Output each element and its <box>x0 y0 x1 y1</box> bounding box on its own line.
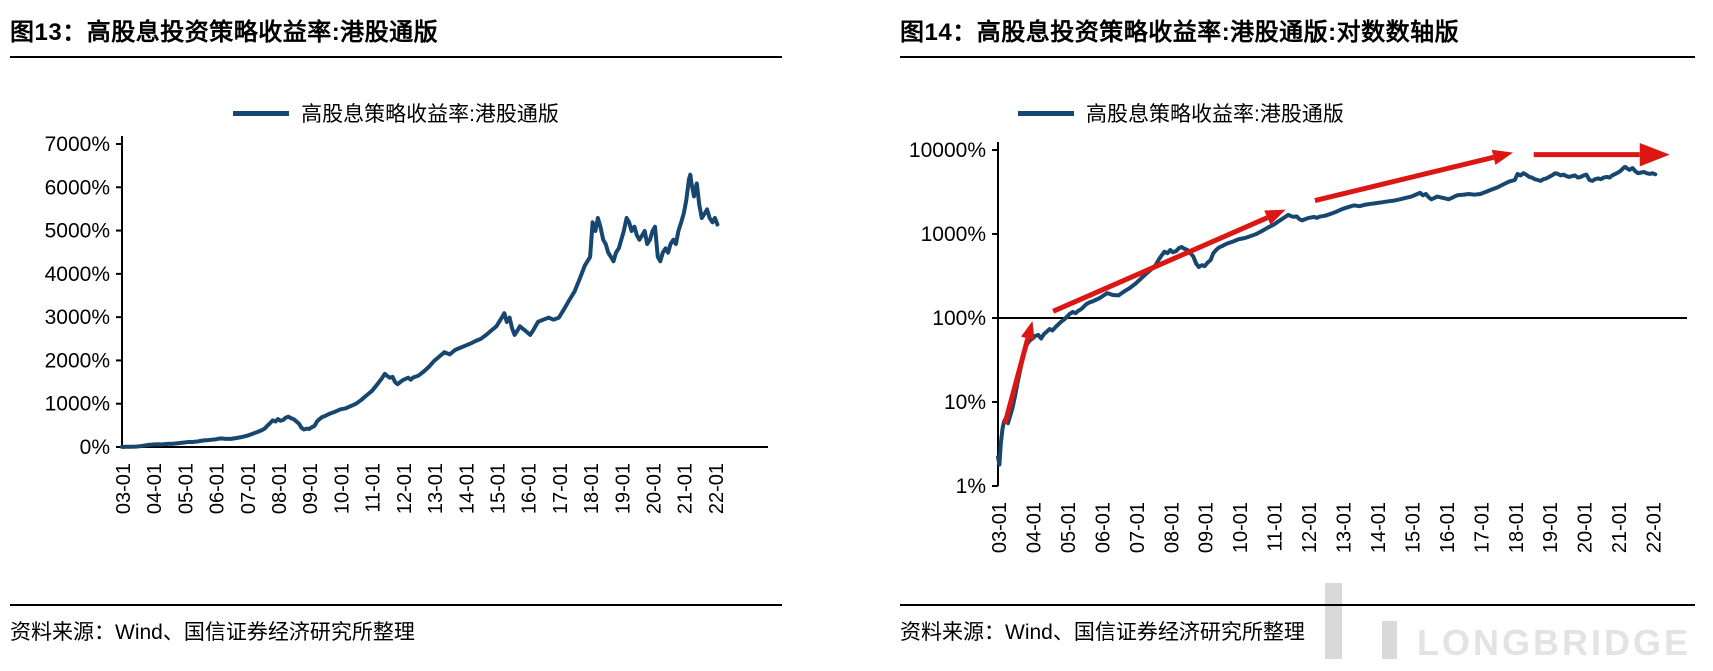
figure-13-source: 资料来源：Wind、国信证券经济研究所整理 <box>10 621 415 644</box>
legend-line-swatch <box>1018 110 1074 116</box>
svg-text:13-01: 13-01 <box>425 463 447 514</box>
svg-text:100%: 100% <box>932 307 986 330</box>
figure-14-title: 图14：高股息投资策略收益率:港股通版:对数数轴版 <box>900 6 1695 58</box>
svg-text:08-01: 08-01 <box>269 463 291 514</box>
svg-text:12-01: 12-01 <box>394 463 416 514</box>
svg-text:10000%: 10000% <box>909 139 986 162</box>
figure-14-legend: 高股息策略收益率:港股通版 <box>900 100 1695 126</box>
svg-text:20-01: 20-01 <box>644 463 666 514</box>
source-divider <box>10 604 782 606</box>
linear-scale-line-chart: 7000% 6000% 5000% 4000% 3000% 2000% 1000% 0%03-… <box>45 133 768 514</box>
svg-text:4000%: 4000% <box>45 263 110 286</box>
svg-text:14-01: 14-01 <box>456 463 478 514</box>
svg-text:07-01: 07-01 <box>238 463 260 514</box>
svg-text:10-01: 10-01 <box>331 463 353 514</box>
svg-text:17-01: 17-01 <box>1471 502 1493 553</box>
legend-line-swatch <box>233 110 290 116</box>
svg-text:05-01: 05-01 <box>1058 502 1080 553</box>
svg-text:09-01: 09-01 <box>1196 502 1218 553</box>
svg-text:14-01: 14-01 <box>1368 502 1390 553</box>
svg-text:15-01: 15-01 <box>1402 502 1424 553</box>
figure-14-source: 资料来源：Wind、国信证券经济研究所整理 <box>900 621 1305 644</box>
svg-text:13-01: 13-01 <box>1334 502 1356 553</box>
log-scale-line-chart: 10000% 1000% 100% 10% 1%03-01 04-01 05-01 06-01… <box>909 139 1687 553</box>
svg-text:19-01: 19-01 <box>1540 502 1562 553</box>
svg-text:20-01: 20-01 <box>1575 502 1597 553</box>
figure-14-panel: 图14：高股息投资策略收益率:港股通版:对数数轴版 高股息策略收益率:港股通版 … <box>900 6 1695 646</box>
svg-text:5000%: 5000% <box>45 220 110 243</box>
legend-label: 高股息策略收益率:港股通版 <box>1086 103 1344 126</box>
svg-text:6000%: 6000% <box>45 176 110 199</box>
svg-text:21-01: 21-01 <box>1609 502 1631 553</box>
svg-text:1000%: 1000% <box>921 223 986 246</box>
svg-text:03-01: 03-01 <box>113 463 135 514</box>
svg-text:21-01: 21-01 <box>675 463 697 514</box>
svg-text:10%: 10% <box>944 391 986 414</box>
svg-text:22-01: 22-01 <box>1644 502 1666 553</box>
svg-text:03-01: 03-01 <box>989 502 1011 553</box>
svg-text:1000%: 1000% <box>45 393 110 416</box>
svg-text:16-01: 16-01 <box>1437 502 1459 553</box>
svg-text:09-01: 09-01 <box>300 463 322 514</box>
svg-text:05-01: 05-01 <box>175 463 197 514</box>
svg-text:08-01: 08-01 <box>1161 502 1183 553</box>
figure-13-panel: 图13：高股息投资策略收益率:港股通版 高股息策略收益率:港股通版 7000% 6… <box>10 6 782 646</box>
svg-text:10-01: 10-01 <box>1230 502 1252 553</box>
svg-text:18-01: 18-01 <box>1506 502 1528 553</box>
svg-text:1%: 1% <box>956 475 986 498</box>
svg-text:06-01: 06-01 <box>207 463 229 514</box>
svg-text:2000%: 2000% <box>45 349 110 372</box>
svg-text:07-01: 07-01 <box>1127 502 1149 553</box>
svg-text:22-01: 22-01 <box>706 463 728 514</box>
figure-13-title: 图13：高股息投资策略收益率:港股通版 <box>10 6 782 58</box>
svg-text:12-01: 12-01 <box>1299 502 1321 553</box>
svg-text:0%: 0% <box>80 436 110 459</box>
svg-text:11-01: 11-01 <box>363 463 385 513</box>
svg-text:04-01: 04-01 <box>1023 502 1045 553</box>
svg-text:7000%: 7000% <box>45 133 110 156</box>
svg-text:3000%: 3000% <box>45 306 110 329</box>
svg-text:15-01: 15-01 <box>487 463 509 514</box>
svg-text:16-01: 16-01 <box>519 463 541 514</box>
svg-text:06-01: 06-01 <box>1092 502 1114 553</box>
svg-text:11-01: 11-01 <box>1265 502 1287 552</box>
svg-text:04-01: 04-01 <box>144 463 166 514</box>
source-divider <box>900 604 1695 606</box>
svg-text:18-01: 18-01 <box>581 463 603 514</box>
legend-label: 高股息策略收益率:港股通版 <box>301 103 559 126</box>
svg-text:17-01: 17-01 <box>550 463 572 514</box>
svg-text:19-01: 19-01 <box>612 463 634 514</box>
figure-13-legend: 高股息策略收益率:港股通版 <box>10 100 782 126</box>
